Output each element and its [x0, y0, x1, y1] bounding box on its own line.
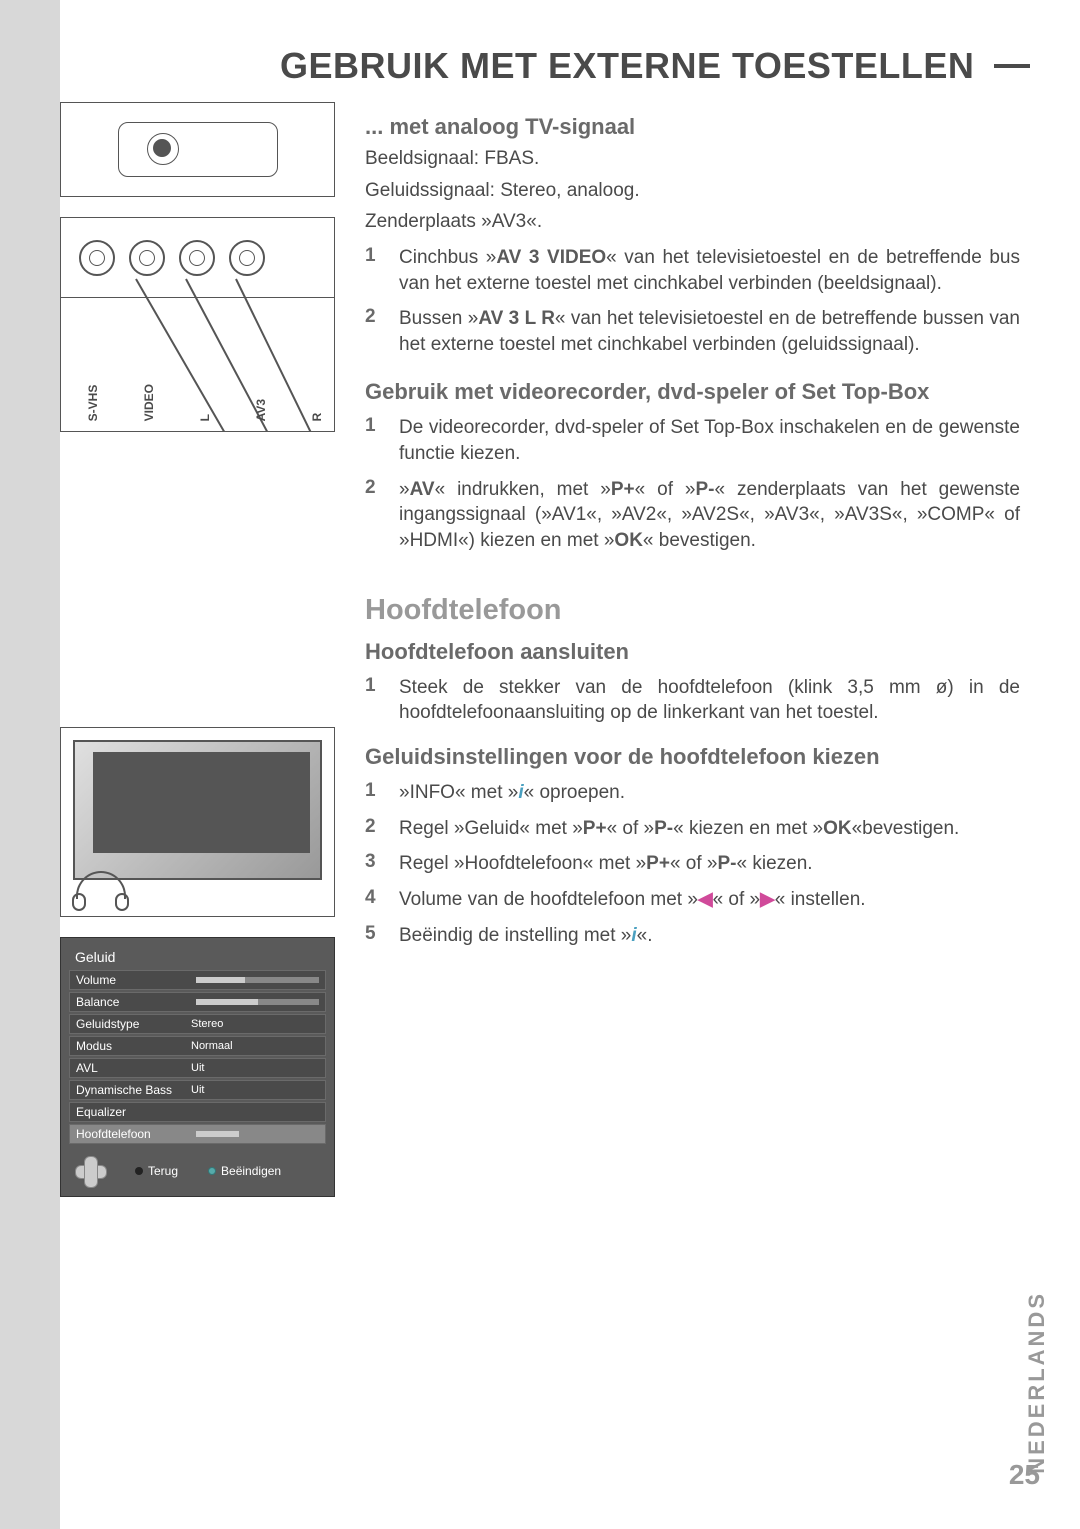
list-number: 4 — [365, 887, 383, 913]
camera-outline — [118, 122, 278, 177]
page-title: GEBRUIK MET EXTERNE TOESTELLEN — [60, 0, 1030, 102]
nav-cross-icon — [75, 1156, 105, 1186]
menu-item: Dynamische Bass — [76, 1083, 191, 1097]
menu-value: Normaal — [191, 1040, 319, 1052]
menu-item: AVL — [76, 1061, 191, 1075]
port-label: VIDEO — [142, 384, 156, 421]
menu-value: Uit — [191, 1062, 319, 1074]
menu-value: Uit — [191, 1084, 319, 1096]
port-r-icon — [229, 240, 265, 276]
language-tab: NEDERLANDS — [1024, 1291, 1050, 1474]
list-number: 2 — [365, 477, 383, 554]
list-text: »AV« indrukken, met »P+« of »P-« zenderp… — [399, 477, 1020, 554]
list-text: Regel »Geluid« met »P+« of »P-« kiezen e… — [399, 816, 1020, 842]
list-item: 2 »AV« indrukken, met »P+« of »P-« zende… — [365, 477, 1020, 554]
list-item: 4 Volume van de hoofdtelefoon met »◀« of… — [365, 887, 1020, 913]
list-number: 2 — [365, 816, 383, 842]
text-line: Zenderplaats »AV3«. — [365, 209, 1020, 235]
list-item: 2 Bussen »AV 3 L R« van het televisietoe… — [365, 306, 1020, 357]
list-number: 1 — [365, 675, 383, 726]
list-text: »INFO« met »i« oproepen. — [399, 780, 1020, 806]
arrow-right-icon: ▶ — [760, 889, 775, 910]
list-number: 5 — [365, 923, 383, 949]
list-item: 1 Steek de stekker van de hoofdtelefoon … — [365, 675, 1020, 726]
list-text: Cinchbus »AV 3 VIDEO« van het televisiet… — [399, 245, 1020, 296]
heading-geluidsinstellingen: Geluidsinstellingen voor de hoofdtelefoo… — [365, 744, 1020, 770]
menu-item: Balance — [76, 995, 191, 1009]
diagram-ports: S-VHS VIDEO L AV3 R — [60, 217, 335, 432]
port-label: L — [198, 384, 212, 421]
menu-item: Modus — [76, 1039, 191, 1053]
heading-aansluiten: Hoofdtelefoon aansluiten — [365, 639, 1020, 665]
list-number: 1 — [365, 415, 383, 466]
list-text: Regel »Hoofdtelefoon« met »P+« of »P-« k… — [399, 851, 1020, 877]
menu-item: Equalizer — [76, 1105, 191, 1119]
list-number: 1 — [365, 245, 383, 296]
port-label: R — [310, 384, 324, 421]
arrow-left-icon: ◀ — [698, 889, 713, 910]
osd-menu-geluid: Geluid Volume Balance GeluidstypeStereo … — [60, 937, 335, 1197]
list-item: 1 De videorecorder, dvd-speler of Set To… — [365, 415, 1020, 466]
list-item: 1 Cinchbus »AV 3 VIDEO« van het televisi… — [365, 245, 1020, 296]
list-number: 2 — [365, 306, 383, 357]
menu-footer-item: Beëindigen — [208, 1164, 281, 1178]
page-number: 25 — [1009, 1459, 1040, 1491]
text-line: Beeldsignaal: FBAS. — [365, 146, 1020, 172]
menu-footer-item: Terug — [135, 1164, 178, 1178]
menu-item: Volume — [76, 973, 191, 987]
heading-analoog: ... met analoog TV-signaal — [365, 114, 1020, 140]
menu-title: Geluid — [69, 946, 326, 968]
heading-hoofdtelefoon: Hoofdtelefoon — [365, 594, 1020, 627]
port-label: S-VHS — [86, 384, 100, 421]
diagram-tv-headphone — [60, 727, 335, 917]
camera-lens-icon — [147, 133, 179, 165]
menu-value: Stereo — [191, 1018, 319, 1030]
list-text: Bussen »AV 3 L R« van het televisietoest… — [399, 306, 1020, 357]
menu-item: Hoofdtelefoon — [76, 1127, 191, 1141]
list-text: Volume van de hoofdtelefoon met »◀« of »… — [399, 887, 1020, 913]
list-number: 1 — [365, 780, 383, 806]
port-l-icon — [179, 240, 215, 276]
port-svhs-icon — [79, 240, 115, 276]
title-rule — [994, 64, 1030, 68]
slider-icon — [196, 999, 319, 1005]
slider-icon — [196, 977, 319, 983]
list-text: De videorecorder, dvd-speler of Set Top-… — [399, 415, 1020, 466]
diagram-camera — [60, 102, 335, 197]
list-number: 3 — [365, 851, 383, 877]
text-line: Geluidssignaal: Stereo, analoog. — [365, 178, 1020, 204]
list-text: Steek de stekker van de hoofdtelefoon (k… — [399, 675, 1020, 726]
list-item: 3 Regel »Hoofdtelefoon« met »P+« of »P-«… — [365, 851, 1020, 877]
tv-outline-icon — [73, 740, 322, 880]
headphones-icon — [76, 871, 131, 911]
list-text: Beëindig de instelling met »i«. — [399, 923, 1020, 949]
list-item: 5 Beëindig de instelling met »i«. — [365, 923, 1020, 949]
slider-icon — [196, 1131, 319, 1137]
menu-item: Geluidstype — [76, 1017, 191, 1031]
heading-videorecorder: Gebruik met videorecorder, dvd-speler of… — [365, 379, 1020, 405]
left-margin-bar — [0, 0, 60, 1529]
list-item: 2 Regel »Geluid« met »P+« of »P-« kiezen… — [365, 816, 1020, 842]
page-title-text: GEBRUIK MET EXTERNE TOESTELLEN — [280, 45, 974, 87]
port-label: AV3 — [254, 384, 268, 421]
list-item: 1 »INFO« met »i« oproepen. — [365, 780, 1020, 806]
port-video-icon — [129, 240, 165, 276]
